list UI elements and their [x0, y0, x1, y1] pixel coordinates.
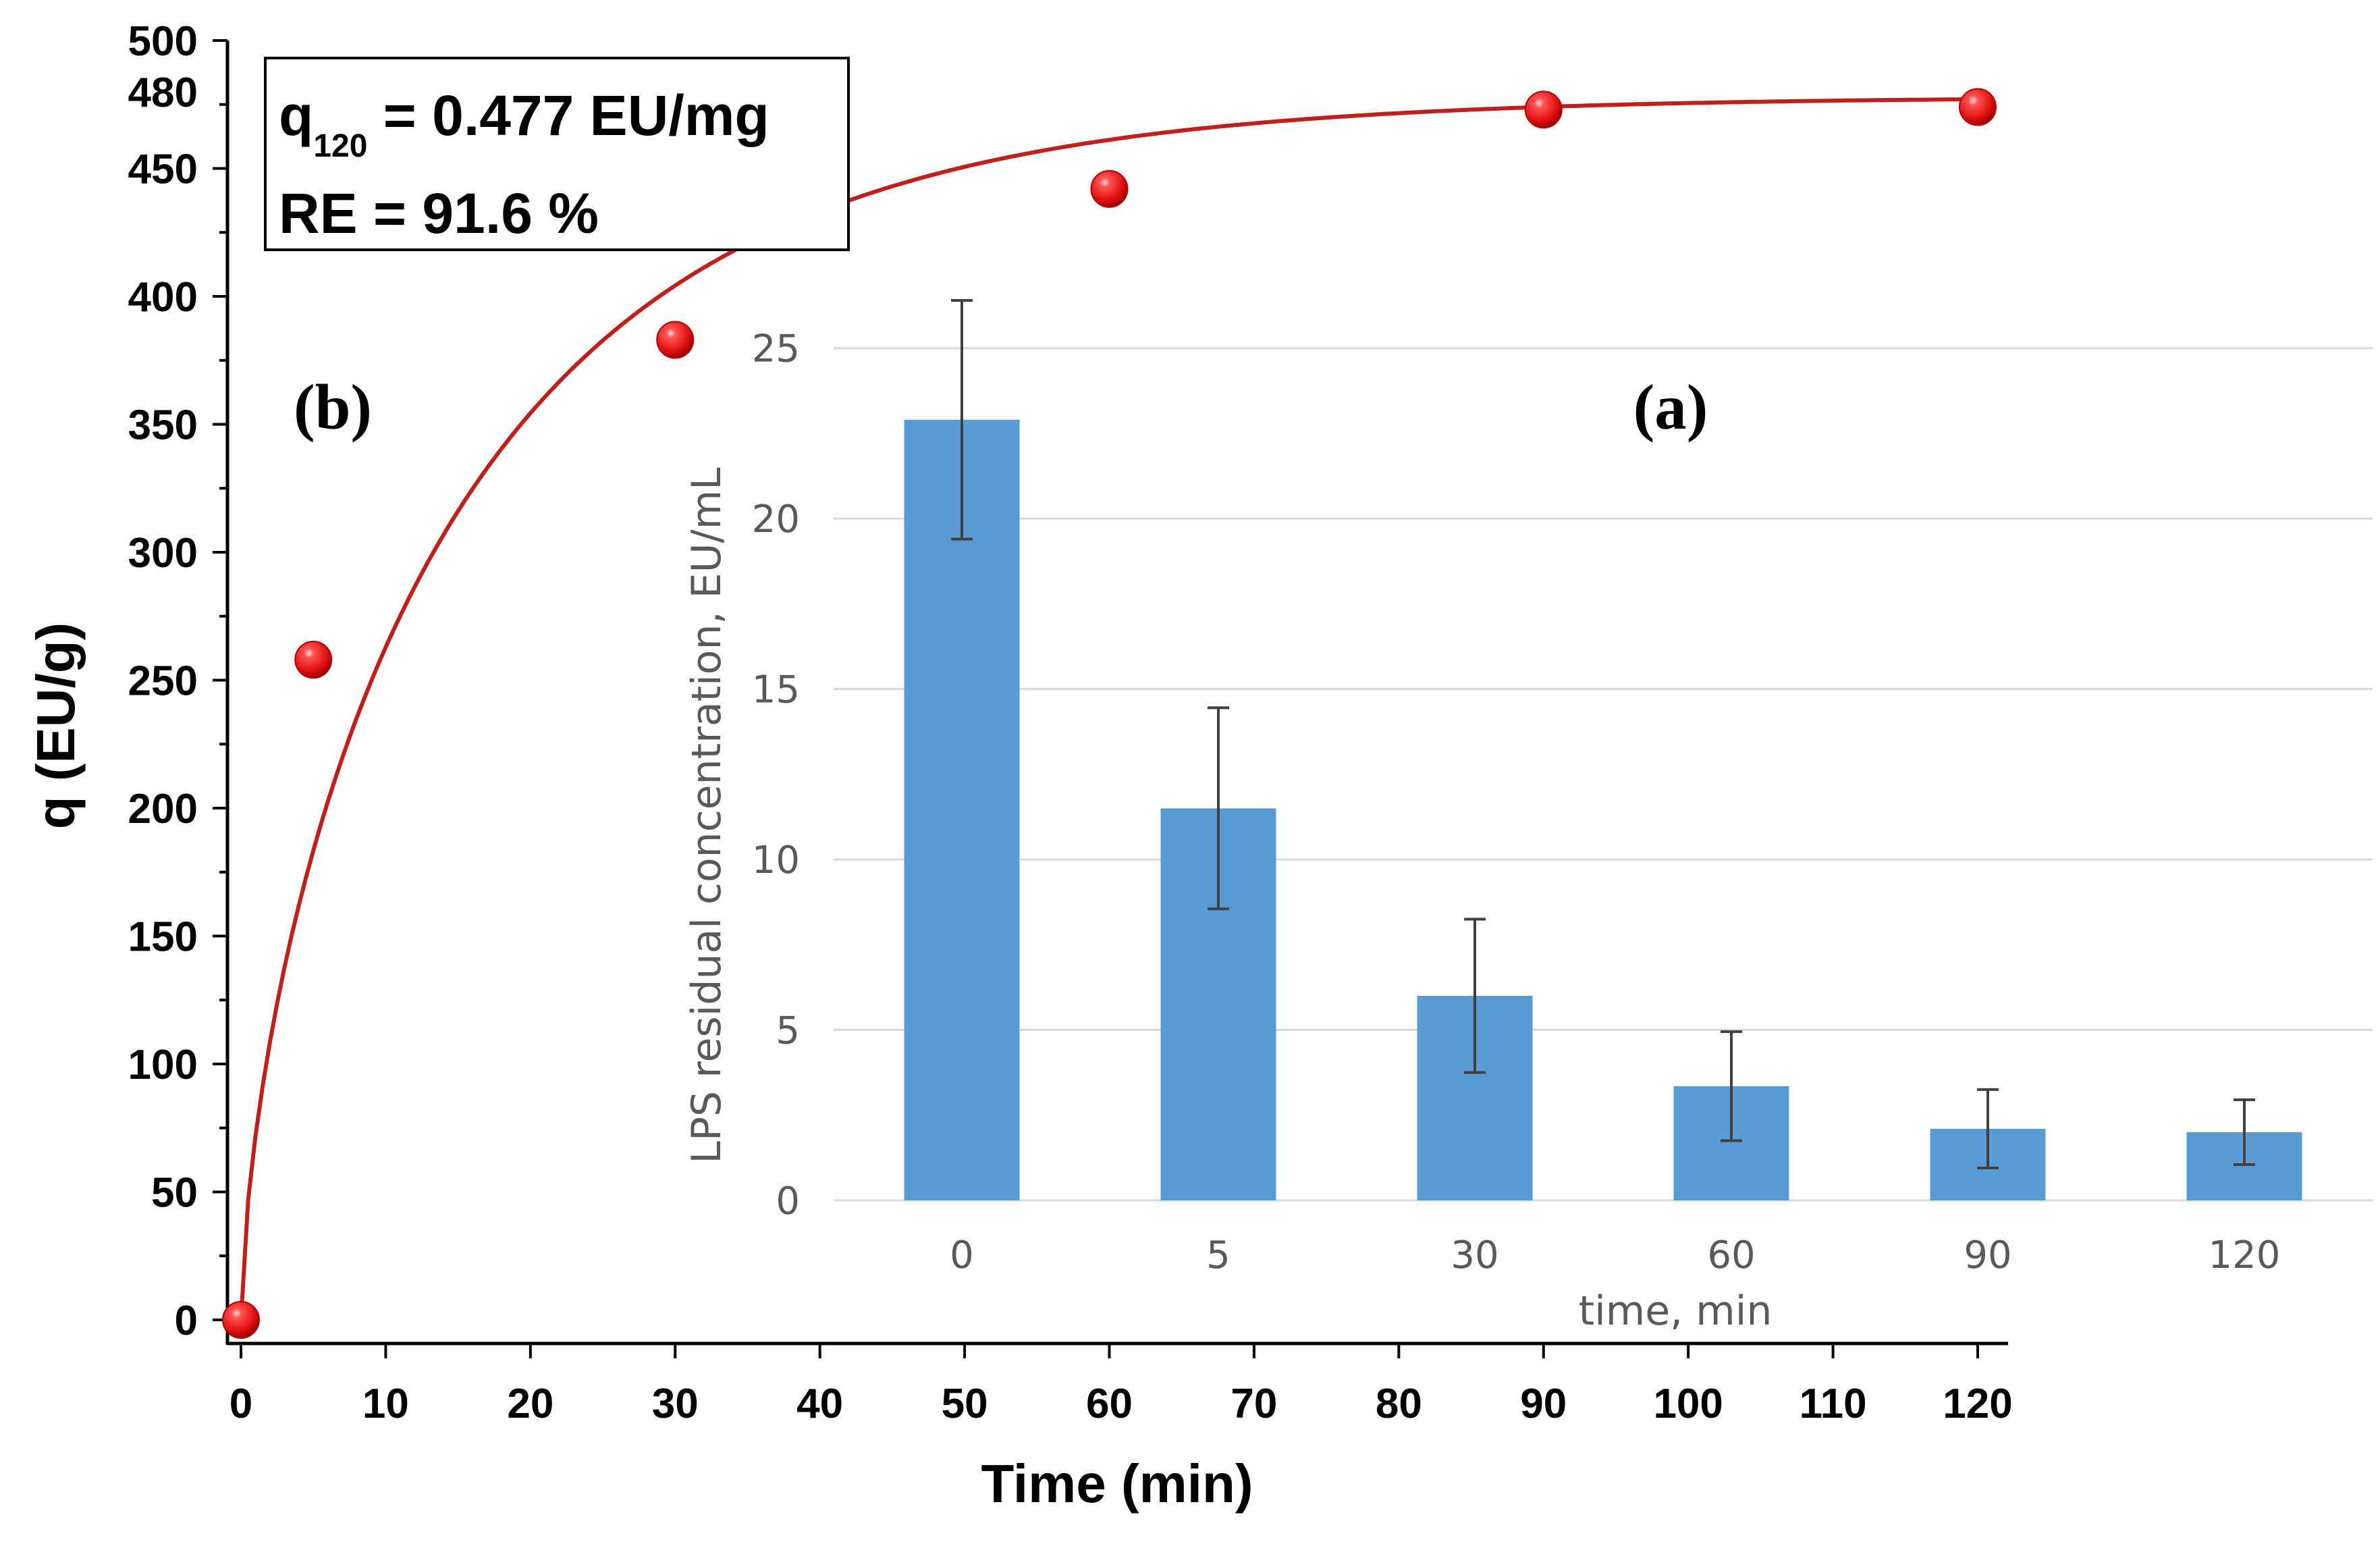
main-x-ticks: 0 10 20 30 40 50 60 70 80 90 100 110 120 — [229, 1343, 2013, 1427]
inset-gridlines — [834, 347, 2373, 1202]
fit-curve — [239, 97, 1978, 1321]
inset-x-tick-label: 5 — [1206, 1233, 1230, 1277]
main-y-tick-label: 50 — [151, 1170, 198, 1217]
inset-y-tick-label: 20 — [752, 498, 800, 541]
main-y-tick-label: 480 — [128, 70, 198, 116]
q120-annotation: q120 = 0.477 EU/mg — [279, 84, 769, 164]
main-y-tick-label: 200 — [128, 786, 198, 832]
inset-x-tick-label: 30 — [1451, 1233, 1498, 1277]
main-x-tick-label: 50 — [942, 1381, 988, 1427]
inset-x-tick-label: 0 — [950, 1233, 974, 1277]
main-y-tick-label: 250 — [128, 658, 198, 705]
inset-x-tick-label: 120 — [2209, 1233, 2281, 1277]
main-x-tick-label: 30 — [652, 1381, 699, 1427]
inset-y-axis-label: LPS residual concentration, EU/mL — [683, 467, 730, 1164]
q-value: = 0.477 EU/mg — [367, 84, 769, 147]
q-subscript: 120 — [313, 128, 367, 164]
main-x-tick-label: 70 — [1230, 1381, 1277, 1427]
data-point — [294, 641, 333, 679]
main-y-tick-label: 150 — [128, 914, 198, 961]
main-x-tick-label: 80 — [1376, 1381, 1422, 1427]
main-y-tick-label: 500 — [128, 18, 198, 65]
data-point — [656, 321, 695, 359]
inset-y-tick-label: 25 — [752, 327, 800, 371]
inset-error-bars — [951, 299, 2255, 1170]
panel-label-b: (b) — [294, 371, 372, 443]
inset-y-tick-label: 5 — [776, 1009, 800, 1053]
main-x-tick-label: 60 — [1086, 1381, 1133, 1427]
inset-y-tick-label: 15 — [752, 668, 800, 712]
main-y-tick-label: 100 — [128, 1042, 198, 1088]
main-y-ticks: 0 50 100 150 200 250 300 350 400 450 480 500 — [128, 18, 227, 1344]
inset-bars — [904, 419, 2302, 1200]
inset-x-tick-label: 90 — [1964, 1233, 2011, 1277]
main-y-tick-label: 300 — [128, 530, 198, 577]
main-x-tick-label: 100 — [1653, 1381, 1723, 1427]
inset-x-tick-label: 60 — [1707, 1233, 1755, 1277]
main-x-axis-label: Time (min) — [981, 1454, 1253, 1514]
data-point — [1959, 88, 1997, 126]
inset-y-tick-label: 0 — [776, 1179, 800, 1223]
inset-y-tick-label: 10 — [752, 838, 800, 882]
inset-bar — [904, 419, 1020, 1200]
data-point — [1090, 169, 1129, 208]
main-y-tick-label: 0 — [175, 1298, 198, 1344]
annotation-frame — [264, 57, 850, 251]
re-annotation: RE = 91.6 % — [279, 182, 599, 245]
inset-x-axis-label: time, min — [1579, 1287, 1773, 1335]
main-x-tick-label: 20 — [507, 1381, 553, 1427]
main-x-tick-label: 0 — [229, 1381, 252, 1427]
data-point — [222, 1301, 260, 1339]
data-points — [222, 88, 1997, 1339]
inset-bar-chart: 0 5 10 15 20 25 0 5 30 60 90 120 LPS residual conc… — [683, 299, 2373, 1335]
main-x-tick-label: 40 — [796, 1381, 843, 1427]
main-x-tick-label: 110 — [1800, 1381, 1867, 1427]
panel-label-a: (a) — [1633, 371, 1708, 443]
main-y-tick-label: 400 — [128, 274, 198, 321]
inset-x-tick-labels: 0 5 30 60 90 120 — [950, 1233, 2280, 1277]
main-x-tick-label: 90 — [1520, 1381, 1567, 1427]
data-point — [1524, 90, 1563, 129]
main-y-tick-label: 350 — [128, 402, 198, 449]
main-x-tick-label: 10 — [362, 1381, 409, 1427]
q-symbol: q — [279, 84, 313, 147]
main-y-axis-label: q (EU/g) — [26, 622, 86, 830]
main-x-tick-label: 120 — [1943, 1381, 2012, 1427]
annotation-box: q120 = 0.477 EU/mg RE = 91.6 % — [264, 57, 850, 251]
inset-y-tick-labels: 0 5 10 15 20 25 — [752, 327, 800, 1223]
main-y-tick-label: 450 — [128, 147, 198, 193]
